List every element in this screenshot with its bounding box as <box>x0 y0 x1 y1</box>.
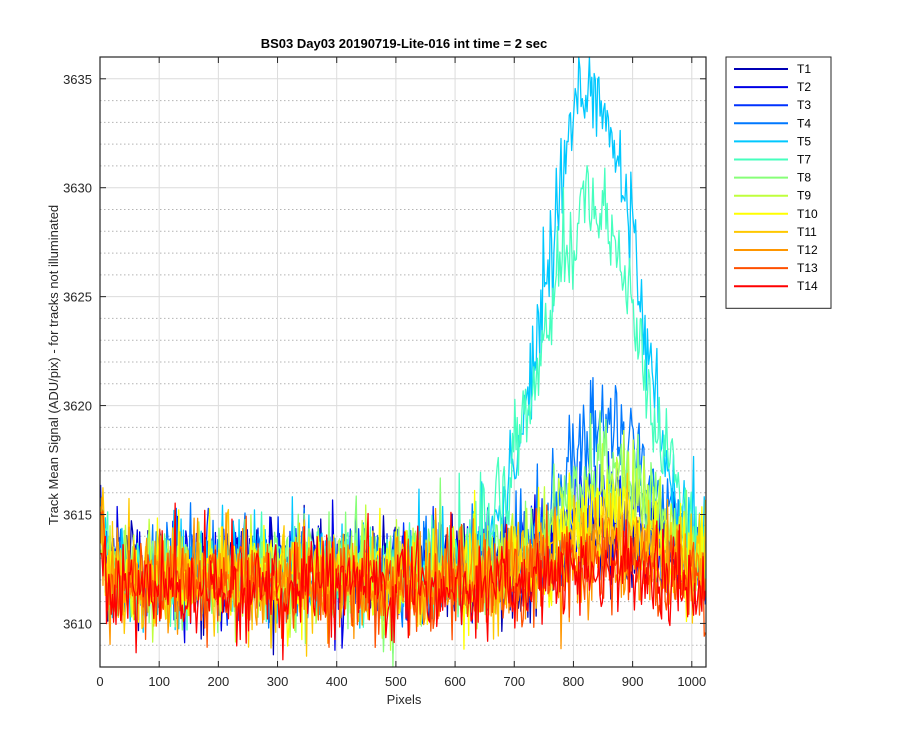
x-tick-label: 700 <box>503 674 525 689</box>
plot-area: 0 100 200 300 400 500 600 700 800 900 1000 3610 3615… <box>63 56 707 689</box>
series-line-t14 <box>100 502 707 661</box>
y-tick-label: 3630 <box>63 181 92 196</box>
y-tick-label: 3620 <box>63 399 92 414</box>
x-tick-label: 1000 <box>677 674 706 689</box>
x-tick-label: 300 <box>267 674 289 689</box>
chart-title: BS03 Day03 20190719-Lite-016 int time = … <box>261 36 548 51</box>
legend-label-t12: T12 <box>797 243 818 257</box>
legend-label-t3: T3 <box>797 98 811 112</box>
x-axis-label: Pixels <box>387 692 422 707</box>
legend-label-t9: T9 <box>797 189 811 203</box>
y-axis-label: Track Mean Signal (ADU/pix) - for tracks… <box>46 205 61 525</box>
legend-label-t13: T13 <box>797 261 818 275</box>
y-tick-label: 3625 <box>63 290 92 305</box>
legend-label-t8: T8 <box>797 171 811 185</box>
series-line-t9 <box>99 429 707 651</box>
x-tick-label: 200 <box>208 674 230 689</box>
legend-label-t2: T2 <box>797 80 811 94</box>
x-tick-label: 900 <box>622 674 644 689</box>
legend-label-t4: T4 <box>797 116 811 130</box>
legend-label-t7: T7 <box>797 153 811 167</box>
legend: T1 T2 T3 T4 T5 T7 T8 T9 T10 T11 T12 T13 T14 <box>725 56 832 309</box>
legend-label-t11: T11 <box>797 225 817 239</box>
x-tick-label: 0 <box>96 674 103 689</box>
y-tick-label: 3635 <box>63 72 92 87</box>
legend-label-t5: T5 <box>797 134 811 148</box>
legend-label-t14: T14 <box>797 279 818 293</box>
y-tick-label: 3615 <box>63 508 92 523</box>
x-tick-label: 500 <box>385 674 407 689</box>
x-tick-label: 400 <box>326 674 348 689</box>
y-tick-label: 3610 <box>63 616 92 631</box>
plot-frame <box>99 56 707 668</box>
legend-box <box>725 56 832 309</box>
legend-label-t1: T1 <box>797 62 811 76</box>
legend-label-t10: T10 <box>797 207 818 221</box>
x-tick-label: 600 <box>444 674 466 689</box>
x-tick-label: 100 <box>148 674 170 689</box>
x-tick-label: 800 <box>563 674 585 689</box>
axis-ticks: 0 100 200 300 400 500 600 700 800 900 1000 3610 3615… <box>63 57 706 689</box>
series-layer <box>99 56 707 668</box>
series-line-t13 <box>99 504 707 649</box>
